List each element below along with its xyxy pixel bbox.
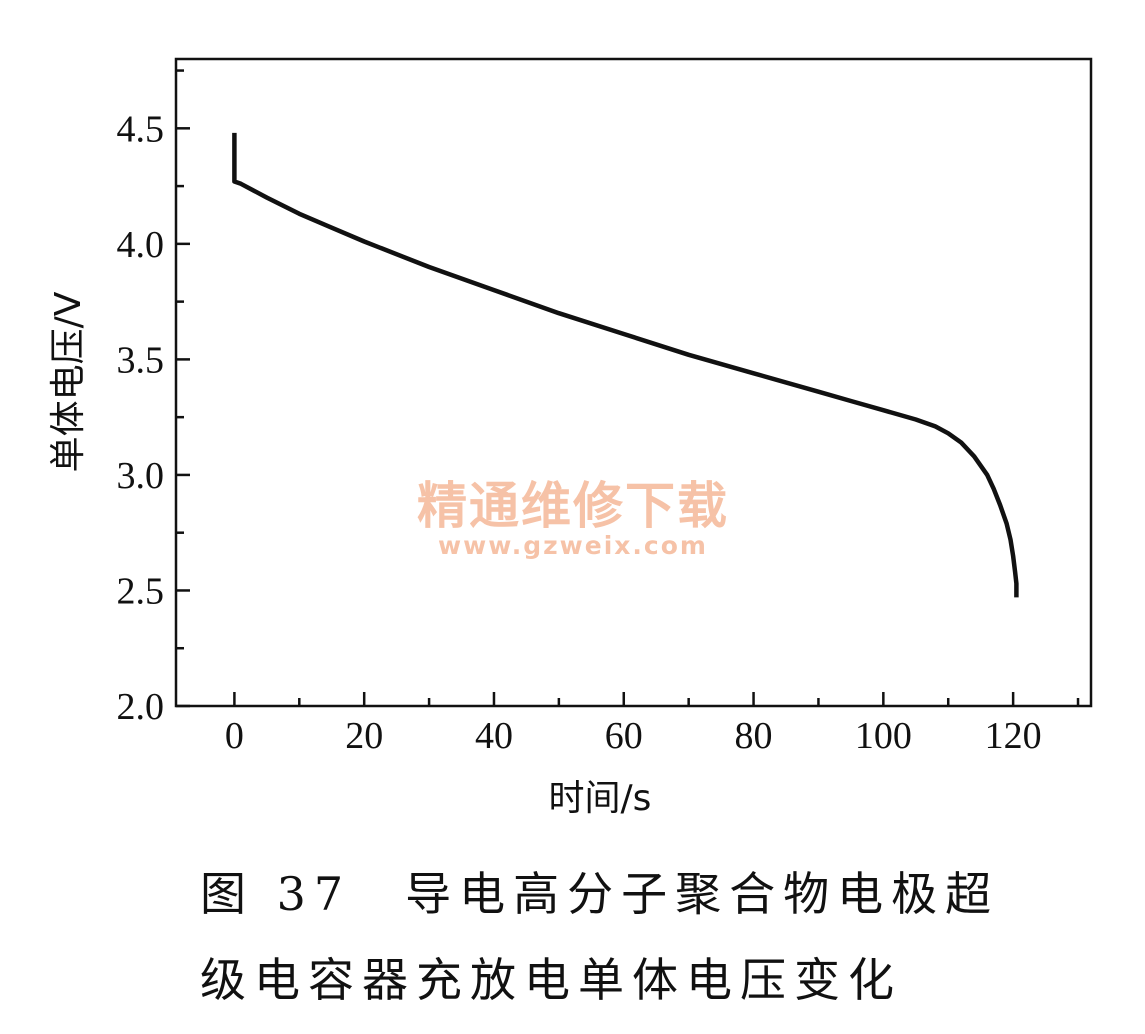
y-tick-label: 2.0: [117, 686, 165, 728]
figure-caption-line-2: 级电容器充放电单体电压变化: [200, 953, 902, 1007]
x-tick-label: 100: [855, 715, 912, 757]
watermark-cn: 精通维修下载: [417, 477, 729, 535]
y-tick-label: 4.5: [117, 108, 165, 150]
y-tick-label: 2.5: [117, 570, 165, 612]
x-tick-label: 60: [605, 715, 643, 757]
figure-caption-line-1: 图 37 导电高分子聚合物电极超: [200, 867, 1000, 921]
voltage-curve: [232, 132, 1019, 598]
y-tick-label: 3.5: [117, 339, 165, 381]
plot-frame: [174, 57, 1093, 708]
watermark-url: www.gzweix.com: [438, 531, 708, 560]
x-axis-title: 时间/s: [549, 778, 652, 819]
y-tick-label: 3.0: [117, 455, 165, 497]
voltage-chart: 0 20 40 60 80 100 120 2.0 2.5 3.0 3.5 4.0 4.5 时间/s 单…: [48, 57, 1093, 819]
y-axis-title: 单体电压/V: [48, 291, 89, 472]
tick-labels: 0 20 40 60 80 100 120 2.0 2.5 3.0 3.5 4.0 4.5: [117, 108, 1042, 757]
y-tick-label: 4.0: [117, 224, 165, 266]
x-tick-label: 80: [735, 715, 773, 757]
x-tick-label: 20: [345, 715, 383, 757]
axis-ticks: [176, 69, 1080, 708]
x-tick-label: 0: [225, 715, 244, 757]
x-tick-label: 120: [985, 715, 1042, 757]
x-tick-label: 40: [475, 715, 513, 757]
